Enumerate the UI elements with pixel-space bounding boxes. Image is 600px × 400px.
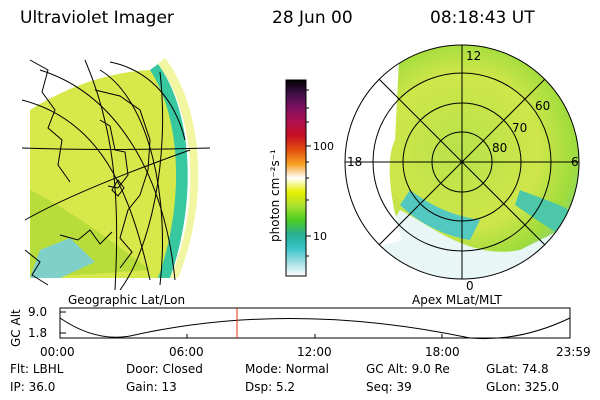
mlt-label-0: 0 [466,279,474,293]
limb-band [150,64,188,278]
info-gain: Gain: 13 [126,380,177,394]
mlt-label-12: 12 [466,49,481,63]
colorbar-ticks [306,89,311,257]
info-door: Door: Closed [126,362,203,376]
xtick-2359: 23:59 [556,345,591,359]
polar-grid [344,44,580,280]
altitude-ytick-9: 9.0 [28,305,47,319]
mlat-label-80: 80 [492,141,507,155]
info-glon: GLon: 325.0 [486,380,559,394]
xtick-0600: 06:00 [169,345,204,359]
info-gc-alt: GC Alt: 9.0 Re [366,362,450,376]
geographic-image [22,58,211,290]
polar-cyan-patch [400,190,480,240]
xtick-1200: 12:00 [297,345,332,359]
colorbar [285,79,307,277]
altitude-ticks [60,311,443,338]
info-ip: IP: 36.0 [10,380,56,394]
info-seq: Seq: 39 [366,380,412,394]
mlt-label-6: 6 [571,155,579,169]
mlat-label-60: 60 [535,99,550,113]
altitude-curve [59,317,571,340]
xtick-1800: 18:00 [425,345,460,359]
colorbar-tick-100: 100 [313,140,334,153]
mlt-label-18: 18 [347,155,362,169]
info-glat: GLat: 74.8 [486,362,549,376]
colorbar-tick-10: 10 [313,230,327,243]
polar-gap [345,45,402,260]
lat-lon-grid [22,59,211,290]
xtick-0000: 00:00 [40,345,75,359]
left-caption: Geographic Lat/Lon [68,293,185,307]
date-label: 28 Jun 00 [272,8,353,28]
app-title: Ultraviolet Imager [20,8,174,28]
info-dsp: Dsp: 5.2 [245,380,296,394]
altitude-plot-frame [59,307,571,339]
right-caption: Apex MLat/MLT [412,293,502,307]
info-flt: Flt: LBHL [10,362,64,376]
time-label: 08:18:43 UT [430,8,535,28]
mlat-label-70: 70 [512,121,527,135]
info-mode: Mode: Normal [245,362,329,376]
altitude-ylabel: GC Alt [9,309,23,347]
limb-glow [158,58,199,278]
colorbar-unit-label: photon cm⁻²s⁻¹ [268,149,282,242]
coastlines [24,59,151,286]
altitude-ytick-1.8: 1.8 [28,326,47,340]
cyan-patch [30,238,95,278]
